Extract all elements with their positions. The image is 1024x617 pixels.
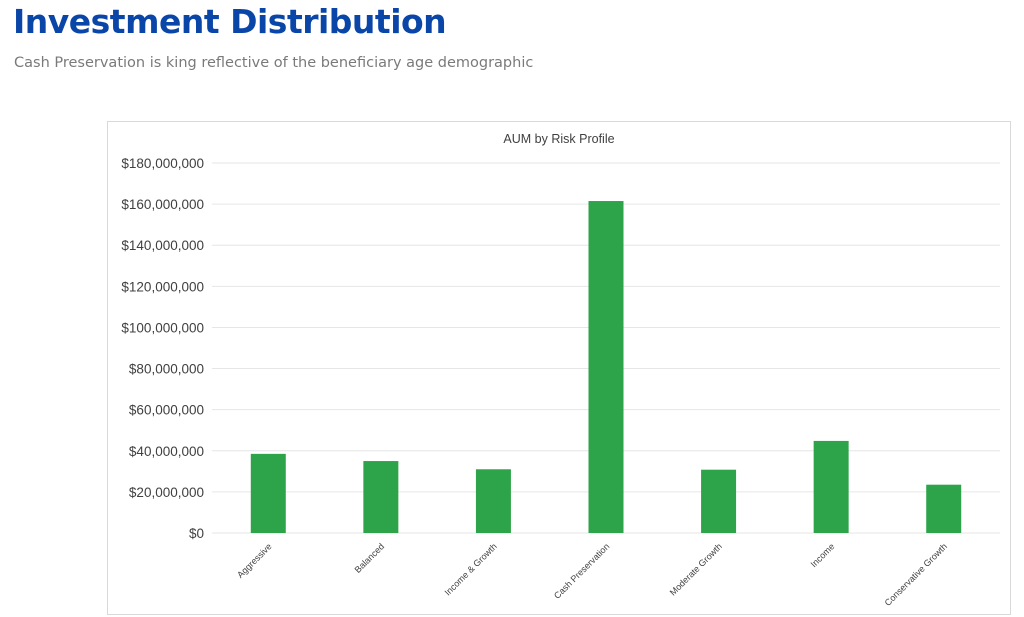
x-tick-label: Balanced (353, 541, 387, 575)
y-tick-label: $0 (189, 526, 204, 541)
chart-title: AUM by Risk Profile (503, 132, 614, 146)
y-tick-label: $20,000,000 (129, 485, 204, 500)
bar (813, 440, 849, 533)
chart-area: AUM by Risk Profile $0 $20,000,000 $40,000… (107, 121, 1011, 615)
page-title: Investment Distribution (13, 2, 447, 41)
y-tick-label: $160,000,000 (121, 197, 204, 212)
x-tick-label: Income & Growth (443, 541, 499, 597)
x-tick-label: Income (809, 541, 837, 569)
y-tick-label: $80,000,000 (129, 362, 204, 377)
bar (701, 469, 737, 533)
bar (475, 469, 511, 533)
y-tick-label: $60,000,000 (129, 403, 204, 418)
x-axis-tick-labels: Aggressive Balanced Income & Growth Cash Pr… (235, 541, 949, 608)
x-tick-label: Aggressive (235, 541, 274, 580)
y-axis-tick-labels: $0 $20,000,000 $40,000,000 $60,000,000 $80,0… (121, 156, 204, 541)
y-tick-label: $100,000,000 (121, 320, 204, 335)
x-tick-label: Conservative Growth (883, 541, 950, 608)
bars (250, 201, 962, 533)
y-tick-label: $140,000,000 (121, 238, 204, 253)
y-tick-label: $120,000,000 (121, 279, 204, 294)
y-tick-label: $180,000,000 (121, 156, 204, 171)
bar (588, 201, 624, 533)
bar (926, 484, 962, 533)
page-subtitle: Cash Preservation is king reflective of … (14, 55, 534, 71)
bar-chart: AUM by Risk Profile $0 $20,000,000 $40,000… (121, 132, 1000, 608)
x-tick-label: Cash Preservation (552, 541, 611, 600)
bar (250, 453, 286, 533)
y-tick-label: $40,000,000 (129, 444, 204, 459)
bar (363, 461, 399, 533)
x-tick-label: Moderate Growth (668, 541, 724, 597)
